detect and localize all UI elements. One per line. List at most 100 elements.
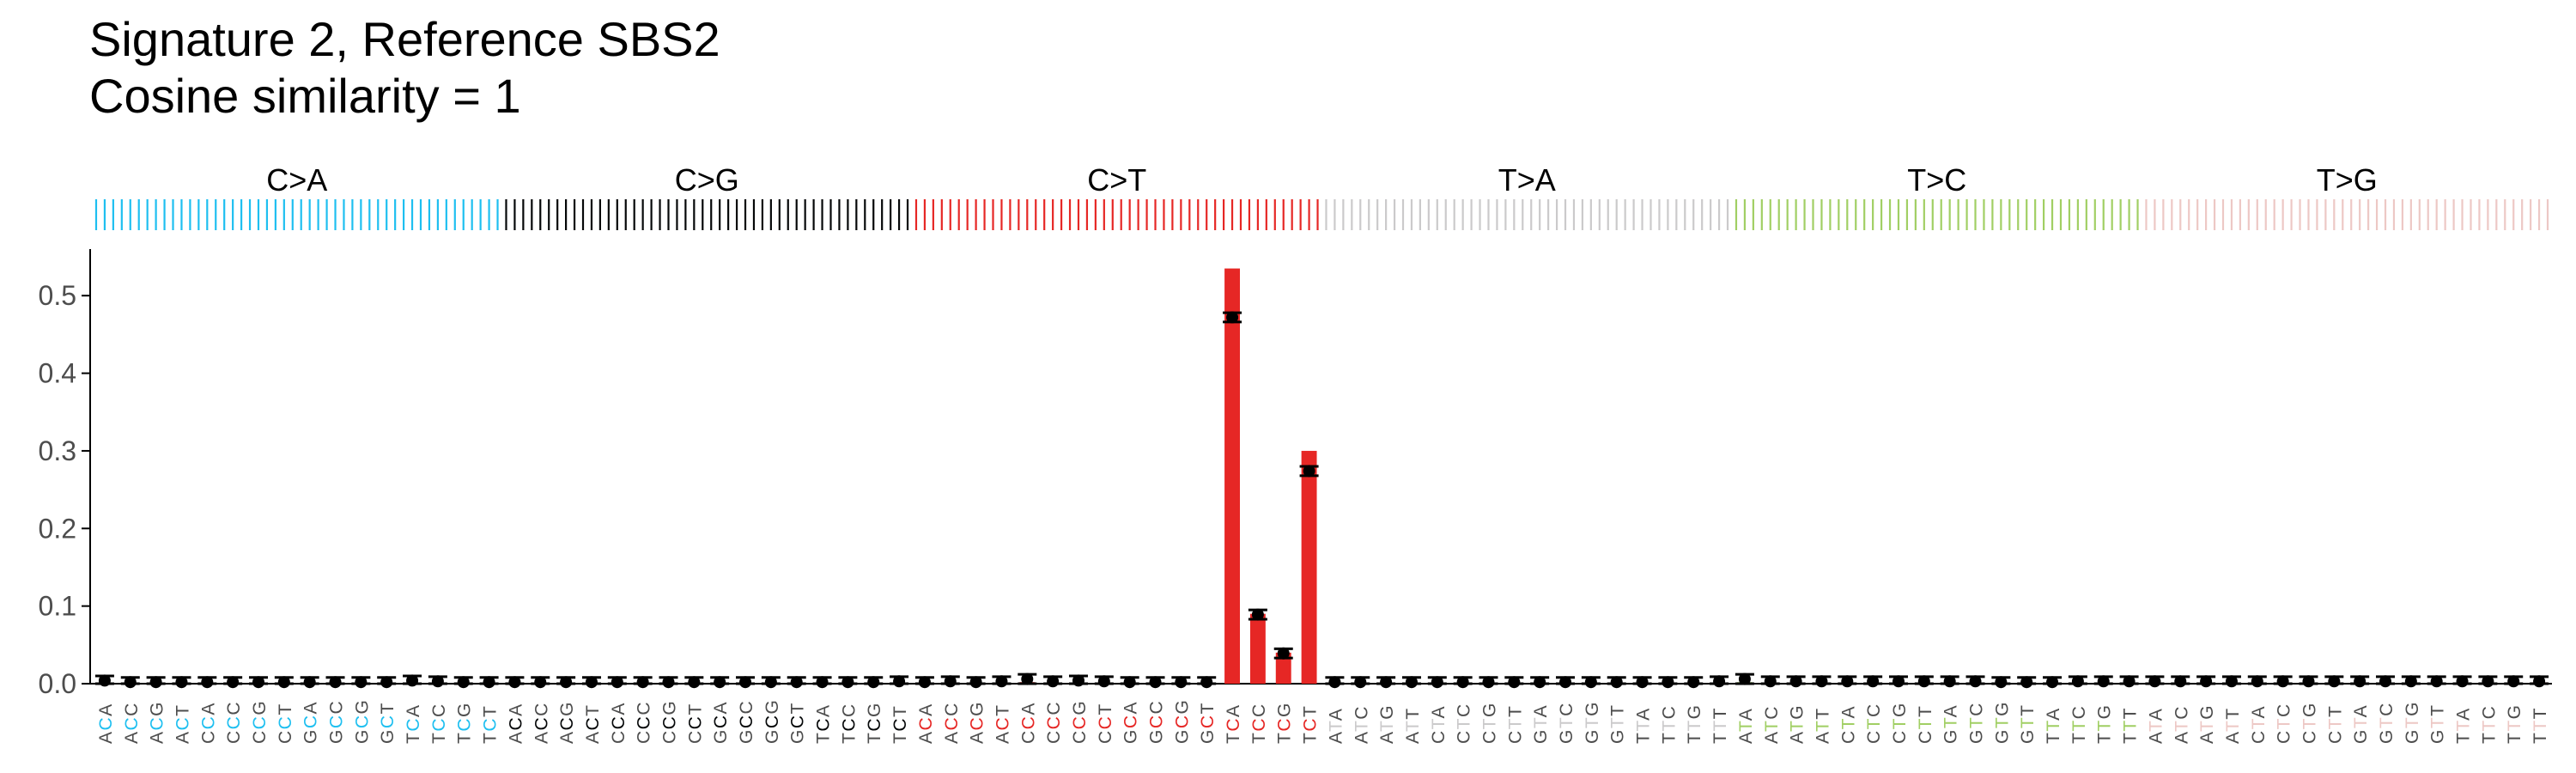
x-tick-label: CTA [1838, 705, 1858, 744]
x-tick-label: CCC [1044, 701, 1064, 744]
estimate-point [764, 676, 777, 689]
estimate-point [1662, 676, 1674, 689]
group-label-c-t: C>T [1087, 162, 1146, 198]
estimate-point [98, 674, 111, 687]
x-tick-label: GCC [737, 700, 756, 744]
estimate-point [124, 676, 137, 689]
y-tick-label: 0.4 [39, 358, 76, 389]
estimate-point [1789, 675, 1802, 688]
estimate-point [611, 676, 623, 689]
x-tick-label: ATT [1403, 707, 1423, 744]
x-tick-label: ATG [2197, 704, 2217, 744]
x-tick-label: TTT [1710, 707, 1730, 744]
x-tick-label: CCT [1096, 703, 1115, 744]
estimate-point [329, 676, 342, 689]
x-tick-label: TTC [1659, 705, 1679, 744]
estimate-point [1482, 676, 1495, 689]
x-tick-label: GTG [1583, 701, 1602, 744]
estimate-point [1226, 311, 1239, 324]
y-tick-label: 0.3 [39, 435, 76, 466]
estimate-point [2276, 675, 2289, 688]
x-tick-label: GTT [2428, 704, 2448, 745]
y-tick-label: 0.5 [39, 280, 76, 311]
chart-title: Signature 2, Reference SBS2 [89, 12, 720, 66]
x-tick-label: ATA [1326, 708, 1346, 744]
estimate-point [2379, 675, 2392, 688]
x-tick-label: CTC [1455, 703, 1474, 744]
estimate-point [969, 676, 982, 689]
x-tick-label: TCG [865, 702, 884, 744]
estimate-point [2046, 676, 2059, 689]
x-tick-label: CCA [609, 702, 629, 744]
estimate-point [816, 676, 829, 689]
estimate-point [918, 676, 931, 689]
estimate-point [1123, 676, 1136, 689]
x-tick-label: ACC [122, 702, 142, 744]
x-tick-label: TCC [839, 703, 859, 744]
estimate-point [1764, 675, 1777, 688]
x-tick-label: ACC [532, 702, 551, 744]
x-tick-label: TCA [1224, 703, 1243, 744]
x-tick-label: CTG [1890, 702, 1910, 744]
x-tick-label: TTA [2454, 707, 2474, 744]
x-tick-label: GCC [327, 700, 347, 744]
estimate-point [1917, 675, 1930, 688]
estimate-point [1097, 675, 1110, 688]
x-tick-label: ATA [2146, 708, 2166, 744]
estimate-point [2251, 675, 2263, 688]
x-tick-label: GTC [2377, 702, 2397, 744]
estimate-point [841, 676, 854, 689]
x-tick-label: GTA [1941, 704, 1961, 744]
estimate-point [1943, 675, 1956, 688]
x-tick-label: TCT [890, 705, 910, 744]
estimate-point [2148, 675, 2161, 688]
estimate-point [636, 676, 649, 689]
x-tick-label: ACC [942, 702, 962, 744]
x-tick-label: ACG [148, 701, 167, 744]
estimate-point [1559, 676, 1572, 689]
x-tick-labels: ACAACCACGACTCCACCCCCGCCTGCAGCCGCGGCTTCAT… [96, 699, 2550, 744]
chart-subtitle: Cosine similarity = 1 [89, 69, 521, 123]
estimate-point [585, 676, 598, 689]
y-tick-label: 0.1 [39, 591, 76, 622]
estimate-point [1713, 675, 1726, 688]
estimate-point [1380, 676, 1393, 689]
group-label-t-a: T>A [1498, 162, 1556, 198]
bar-c-t-tcg [1275, 652, 1291, 684]
estimate-point [995, 675, 1008, 688]
x-tick-label: CCG [659, 700, 679, 744]
estimate-point [560, 676, 573, 689]
x-tick-label: GCG [1172, 699, 1192, 744]
estimate-point [662, 676, 675, 689]
estimate-point [1021, 673, 1034, 685]
x-tick-label: GTG [1992, 701, 2012, 744]
x-tick-label: CCT [276, 703, 295, 744]
x-tick-label: GCT [788, 702, 808, 744]
x-tick-label: ACA [916, 703, 936, 744]
x-tick-label: ACT [583, 703, 603, 744]
estimate-point [1995, 676, 2008, 689]
x-tick-label: ACA [506, 703, 526, 744]
x-tick-label: CTC [2275, 703, 2294, 744]
estimate-point [790, 676, 803, 689]
estimate-point [508, 676, 521, 689]
estimate-point [1815, 675, 1828, 688]
estimate-point [406, 674, 419, 687]
bars [96, 268, 2548, 684]
x-tick-label: TCA [404, 703, 423, 744]
x-tick-label: GTG [2403, 701, 2422, 744]
x-tick-label: CCC [224, 701, 244, 744]
x-tick-label: CTA [2249, 705, 2269, 744]
estimate-point [2200, 675, 2213, 688]
group-label-t-c: T>C [1907, 162, 1966, 198]
estimate-point [2020, 676, 2033, 689]
estimate-point [2507, 675, 2520, 688]
x-tick-label: TTG [2505, 704, 2524, 745]
estimate-point [380, 676, 393, 689]
estimate-point [944, 675, 957, 688]
group-label-c-g: C>G [675, 162, 739, 198]
bar-c-t-tca [1224, 268, 1240, 684]
x-tick-label: CTC [1864, 703, 1884, 744]
estimate-point [2071, 675, 2084, 688]
x-tick-label: ATG [1377, 704, 1397, 744]
